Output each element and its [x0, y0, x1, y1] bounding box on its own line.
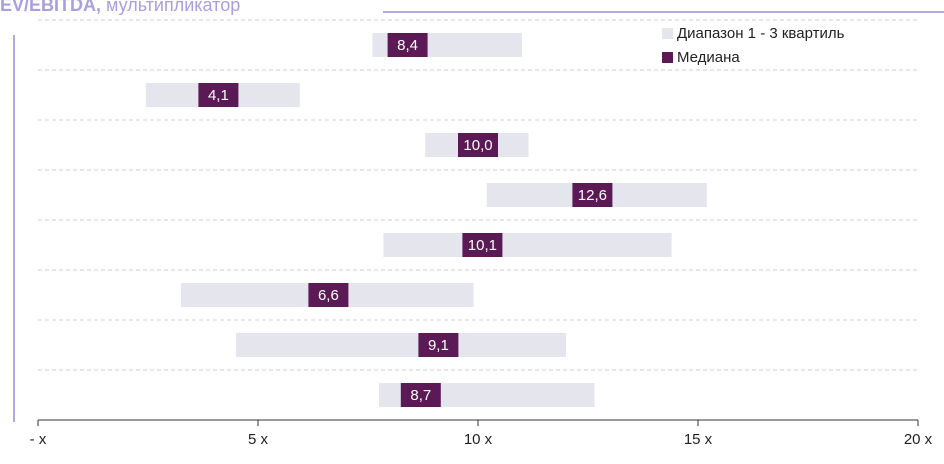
- median-box: [308, 283, 349, 307]
- title-unit: мультипликатор: [106, 0, 240, 15]
- median-label: 10,0: [463, 137, 492, 154]
- median-box: [462, 233, 503, 257]
- chart-title: EV/EBITDA, мультипликатор: [0, 0, 240, 15]
- x-tick-label: 5 x: [248, 431, 269, 448]
- median-box: [198, 83, 239, 107]
- legend-label: Медиана: [677, 49, 740, 66]
- median-box: [387, 33, 428, 57]
- x-tick-label: 15 x: [684, 431, 713, 448]
- median-label: 9,1: [428, 337, 449, 354]
- median-box: [458, 133, 498, 157]
- title-main: EV/EBITDA,: [0, 0, 101, 15]
- median-label: 8,4: [397, 37, 418, 54]
- x-tick-label: 10 x: [464, 431, 493, 448]
- legend-label: Диапазон 1 - 3 квартиль: [677, 25, 845, 42]
- median-box: [400, 383, 441, 407]
- median-box: [572, 183, 613, 207]
- quartile-range: [383, 233, 672, 257]
- legend-swatch: [662, 28, 673, 39]
- quartile-range: [236, 333, 566, 357]
- median-label: 12,6: [578, 187, 607, 204]
- legend-swatch: [662, 52, 673, 63]
- x-tick-label: 20 x: [904, 431, 933, 448]
- median-label: 10,1: [468, 237, 497, 254]
- median-box: [418, 333, 459, 357]
- median-label: 6,6: [318, 287, 339, 304]
- median-label: 4,1: [208, 87, 229, 104]
- median-label: 8,7: [410, 387, 431, 404]
- x-tick-label: - x: [30, 431, 47, 448]
